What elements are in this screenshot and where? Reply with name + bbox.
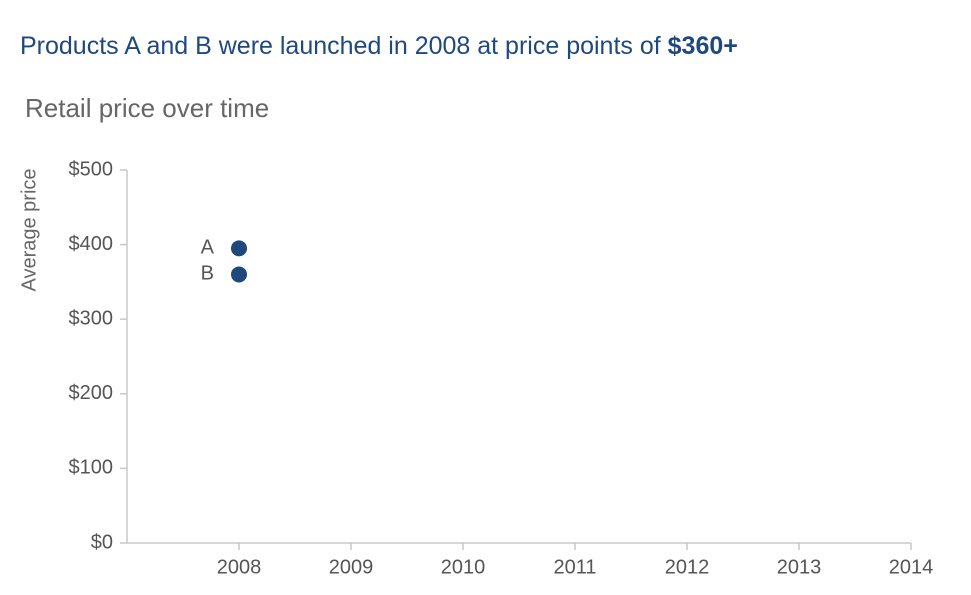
y-tick-label: $200 (69, 382, 114, 404)
x-tick-label: 2010 (441, 556, 486, 578)
point-label: B (201, 263, 214, 285)
title-text: Products A and B were launched in 2008 a… (20, 32, 668, 60)
title-emphasis: $360+ (668, 32, 738, 60)
x-tick-label: 2009 (329, 556, 374, 578)
y-tick-label: $0 (91, 531, 113, 553)
point (231, 240, 247, 257)
x-tick-label: 2011 (553, 556, 596, 578)
y-tick-label: $100 (69, 457, 114, 479)
y-tick-label: $400 (69, 233, 114, 255)
y-axis-label: Average price (18, 168, 40, 291)
chart-title: Products A and B were launched in 2008 a… (20, 32, 738, 60)
x-tick-label: 2008 (217, 556, 262, 578)
y-tick-label: $300 (69, 307, 114, 329)
x-tick-label: 2014 (889, 556, 934, 578)
x-tick-label: 2013 (777, 556, 822, 578)
point-label: A (201, 237, 215, 259)
x-tick-label: 2012 (665, 556, 710, 578)
y-tick-label: $500 (69, 158, 114, 180)
chart-subtitle: Retail price over time (25, 93, 269, 123)
point (231, 266, 247, 283)
